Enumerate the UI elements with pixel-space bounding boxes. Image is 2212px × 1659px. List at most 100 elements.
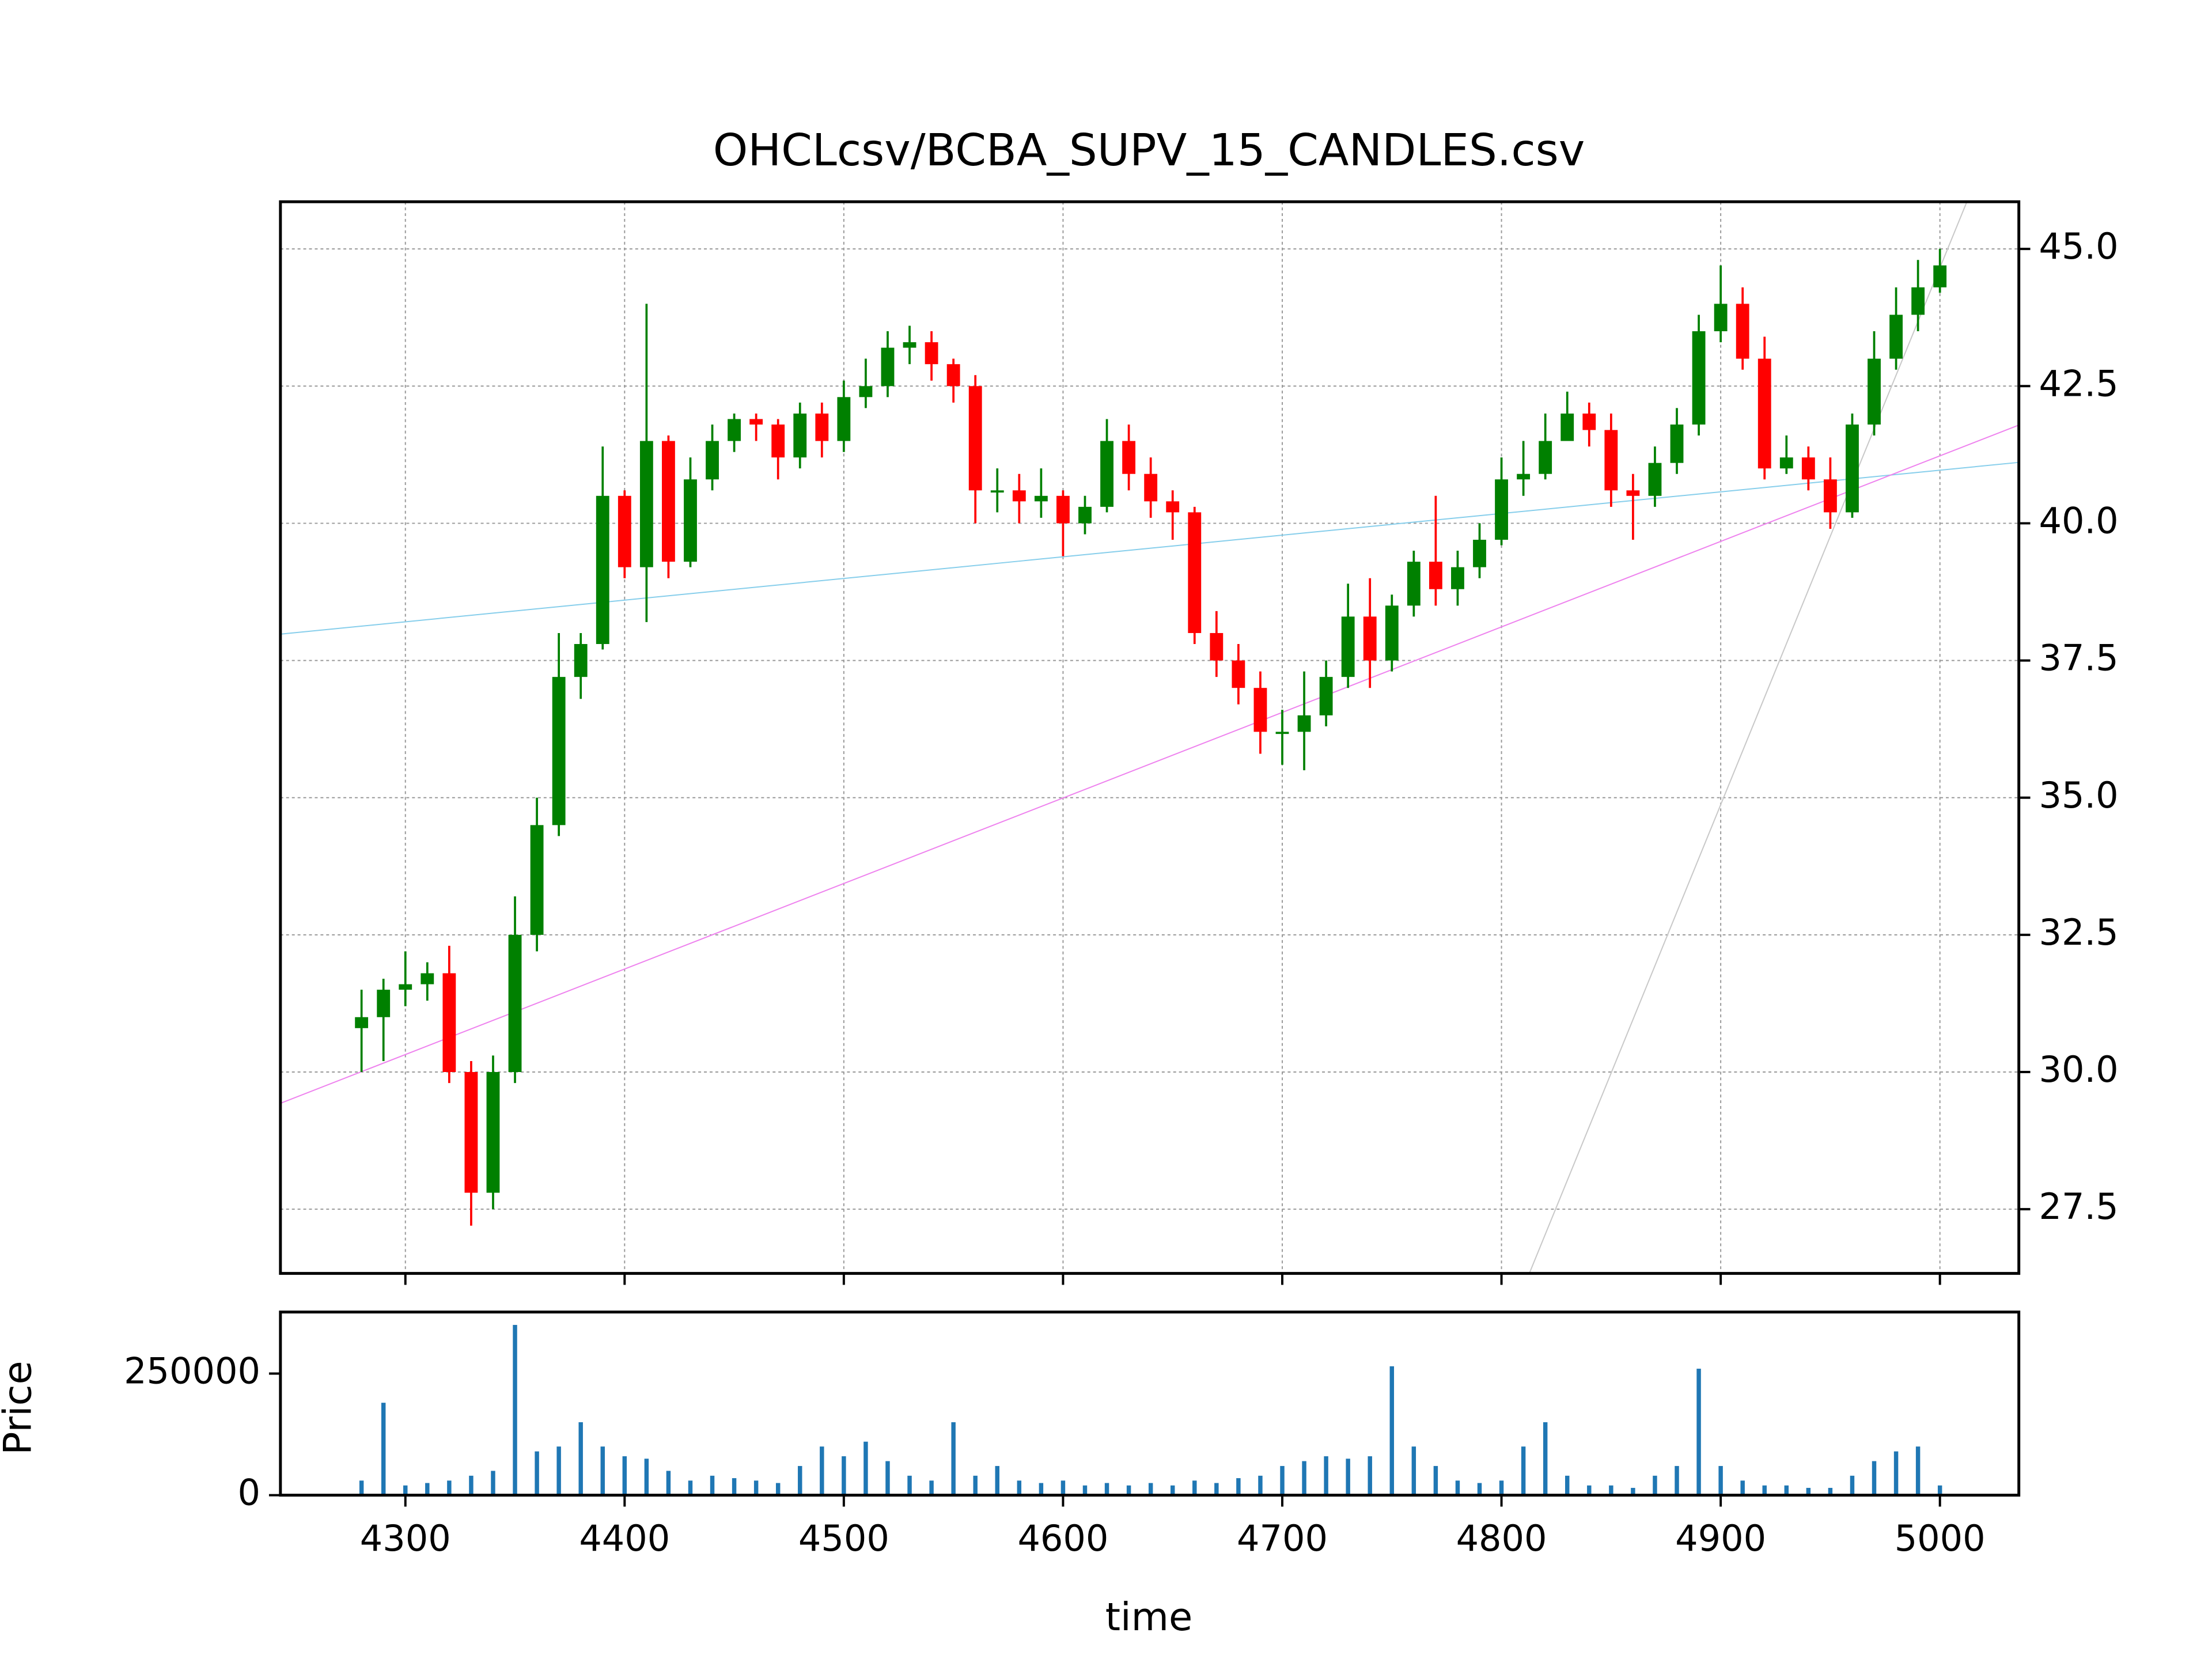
volume-bar	[447, 1480, 452, 1495]
candle-body	[1648, 463, 1662, 496]
volume-bar	[1192, 1480, 1197, 1495]
volume-bar	[1828, 1487, 1833, 1495]
volume-bar	[1039, 1483, 1044, 1495]
x-tick-label: 5000	[1895, 1517, 1986, 1559]
volume-area	[359, 1325, 1942, 1495]
candle-body	[1823, 479, 1837, 513]
candle-body	[574, 643, 588, 677]
volume-bar	[1389, 1366, 1395, 1495]
volume-bar	[753, 1480, 759, 1495]
volume-bar	[1521, 1446, 1526, 1495]
candle-body	[1429, 562, 1442, 589]
y-tick-label: 250000	[124, 1350, 260, 1392]
volume-bar	[425, 1483, 430, 1495]
trend-line	[1528, 202, 1968, 1274]
candle-body	[442, 973, 456, 1073]
candle-body	[464, 1072, 478, 1193]
volume-bar	[1893, 1451, 1899, 1495]
candle-body	[1034, 495, 1048, 502]
candle-body	[1692, 331, 1706, 425]
volume-bar	[1806, 1487, 1811, 1495]
volume-bar	[1368, 1456, 1372, 1495]
candle-body	[968, 386, 982, 491]
volume-bar	[1784, 1485, 1789, 1495]
candle-body	[1846, 424, 1859, 513]
volume-bar	[842, 1456, 846, 1495]
y-tick-label: 32.5	[2039, 911, 2118, 953]
volume-bar	[556, 1446, 561, 1495]
y-tick-label: 35.0	[2039, 774, 2118, 816]
x-tick-label: 4800	[1456, 1517, 1547, 1559]
candle-body	[903, 342, 916, 348]
volume-bar	[1324, 1456, 1328, 1495]
candle-body	[1604, 430, 1618, 491]
volume-bar	[1060, 1480, 1066, 1495]
y-tick-label: 30.0	[2039, 1048, 2118, 1090]
candle-body	[639, 441, 653, 567]
candle-body	[1495, 479, 1508, 540]
candle-body	[486, 1072, 500, 1193]
volume-bar	[907, 1475, 912, 1495]
volume-bar	[1653, 1475, 1657, 1495]
candle-body	[925, 342, 938, 365]
volume-bar	[469, 1475, 474, 1495]
candle-body	[815, 413, 829, 441]
candle-body	[1670, 424, 1684, 463]
candle-body	[1144, 474, 1158, 502]
candle-body	[530, 825, 544, 935]
candle-body	[1582, 413, 1596, 430]
candle-body	[881, 347, 895, 387]
y-tick-label: 40.0	[2039, 500, 2118, 542]
volume-bar	[578, 1422, 583, 1495]
candle-body	[1385, 605, 1399, 661]
volume-bar	[381, 1403, 386, 1495]
grid	[280, 202, 2019, 1274]
candle-body	[1626, 490, 1640, 496]
volume-bar	[1082, 1485, 1088, 1495]
y-tick-label: 45.0	[2039, 225, 2118, 267]
volume-bar	[1104, 1483, 1109, 1495]
volume-bar	[1850, 1475, 1855, 1495]
candle-body	[1253, 688, 1267, 732]
candle-body	[1451, 567, 1464, 589]
volume-bar	[1609, 1485, 1613, 1495]
candle-body	[1933, 265, 1947, 287]
candle-body	[1758, 358, 1771, 469]
volume-bar	[1915, 1446, 1921, 1495]
trend-line	[280, 424, 2019, 1104]
candle-body	[749, 419, 763, 425]
volume-bar	[1675, 1465, 1679, 1495]
volume-bar	[1126, 1485, 1131, 1495]
candle-body	[508, 934, 522, 1073]
volume-bar	[491, 1471, 495, 1495]
x-tick-label: 4600	[1017, 1517, 1108, 1559]
x-tick-label: 4900	[1675, 1517, 1766, 1559]
volume-bar	[775, 1483, 781, 1495]
y-tick-label: 42.5	[2039, 362, 2118, 404]
main-frame	[279, 200, 2021, 1275]
volume-bar	[1762, 1485, 1767, 1495]
candle-body	[946, 364, 960, 387]
volume-bar	[403, 1485, 408, 1495]
candle-body	[552, 677, 566, 825]
volume-bar	[1872, 1461, 1877, 1495]
candle-body	[837, 397, 851, 441]
x-axis-label: time	[1105, 1594, 1192, 1639]
volume-bar	[622, 1456, 627, 1495]
candle-body	[1078, 506, 1092, 524]
candle-body	[1407, 562, 1421, 606]
candle-body	[618, 495, 631, 567]
y-tick-label: 27.5	[2039, 1185, 2118, 1228]
candle-body	[1210, 632, 1224, 661]
volume-bar	[1499, 1480, 1504, 1495]
candle-body	[421, 973, 434, 984]
candle-body	[1319, 677, 1333, 715]
candle-body	[1560, 413, 1574, 441]
volume-bar	[1302, 1461, 1306, 1495]
volume-bar	[1411, 1446, 1416, 1495]
x-tick-label: 4500	[798, 1517, 889, 1559]
candle-body	[859, 386, 873, 397]
volume-bar	[600, 1446, 605, 1495]
axes: 4300 4400 4500 4600 4700 4800 4900 5000 27.5 30.0…	[124, 225, 2119, 1559]
